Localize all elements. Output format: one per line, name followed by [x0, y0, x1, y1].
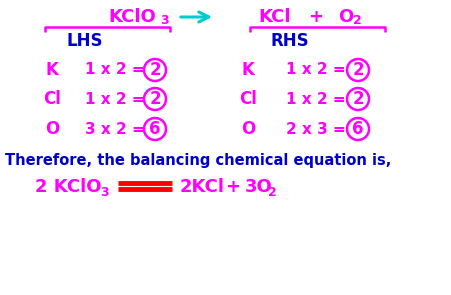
Text: 1 x 2 =: 1 x 2 = — [285, 63, 345, 78]
Text: 3O: 3O — [244, 178, 272, 196]
Text: KClO: KClO — [108, 8, 156, 26]
Text: 6: 6 — [149, 120, 161, 138]
Text: 2KCl: 2KCl — [179, 178, 225, 196]
Text: 3 x 2 =: 3 x 2 = — [85, 122, 145, 137]
Text: Cl: Cl — [239, 90, 256, 108]
Text: O: O — [337, 8, 353, 26]
Text: LHS: LHS — [67, 32, 103, 50]
Text: Therefore, the balancing chemical equation is,: Therefore, the balancing chemical equati… — [5, 153, 391, 168]
Text: 2: 2 — [149, 61, 161, 79]
Text: 2: 2 — [351, 61, 363, 79]
Text: K: K — [46, 61, 58, 79]
Text: RHS: RHS — [270, 32, 308, 50]
Text: 2 KClO: 2 KClO — [35, 178, 101, 196]
Text: +: + — [307, 8, 322, 26]
Text: 6: 6 — [351, 120, 363, 138]
Text: 2: 2 — [149, 90, 161, 108]
Text: 1 x 2 =: 1 x 2 = — [285, 91, 345, 106]
Text: 2: 2 — [351, 90, 363, 108]
Text: O: O — [45, 120, 59, 138]
Text: Cl: Cl — [43, 90, 61, 108]
Text: 2: 2 — [267, 186, 276, 199]
Text: 1 x 2 =: 1 x 2 = — [85, 91, 144, 106]
Text: 3: 3 — [160, 14, 168, 27]
Text: +: + — [225, 178, 239, 196]
Text: 2: 2 — [352, 14, 361, 27]
Text: KCl: KCl — [258, 8, 290, 26]
Text: O: O — [240, 120, 254, 138]
Text: 1 x 2 =: 1 x 2 = — [85, 63, 144, 78]
Text: K: K — [241, 61, 254, 79]
Text: 2 x 3 =: 2 x 3 = — [285, 122, 345, 137]
Text: 3: 3 — [100, 186, 108, 199]
